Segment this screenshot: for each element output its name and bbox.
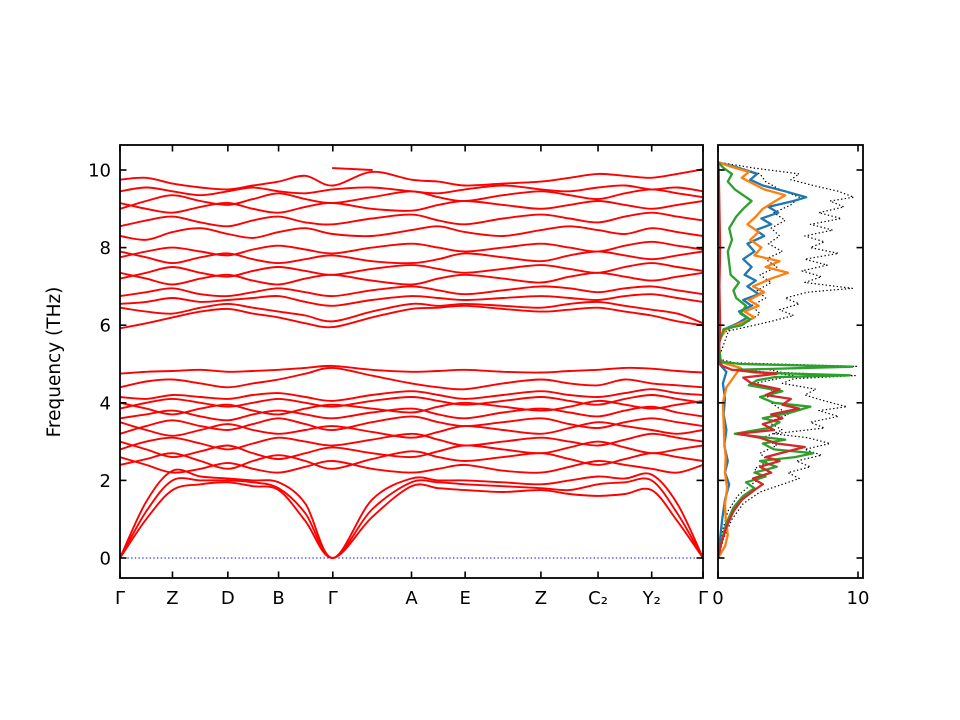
dos-blue: [718, 161, 808, 559]
band-line: [120, 211, 703, 228]
y-tick-label: 2: [100, 471, 111, 492]
dos-panel-frame: [717, 144, 864, 579]
dos-orange: [718, 161, 790, 559]
x-tick-label: Z: [166, 588, 178, 609]
dos-x-tick-label: 10: [847, 588, 870, 609]
dos-dotted-inner: [718, 161, 800, 559]
x-tick-label: Z: [535, 588, 547, 609]
band-line: [120, 168, 703, 191]
band-line: [120, 405, 703, 422]
band-line: [120, 250, 703, 265]
band-line: [120, 481, 703, 559]
x-tick-label: D: [221, 588, 235, 609]
y-axis-label: Frequency (THz): [44, 287, 65, 438]
band-lines-group: [120, 167, 703, 559]
band-line: [120, 300, 703, 325]
x-tick-label: Y₂: [642, 588, 661, 609]
x-tick-label: C₂: [588, 588, 608, 609]
band-line: [120, 240, 703, 259]
dos-curves-group: [718, 161, 858, 559]
y-tick-label: 0: [100, 549, 111, 570]
x-tick-label: Γ: [328, 588, 338, 609]
y-tick-label: 10: [88, 161, 111, 182]
band-line: [120, 440, 703, 461]
dos-x-tick-label: 0: [712, 588, 723, 609]
band-line: [120, 432, 703, 451]
band-line: [120, 200, 703, 214]
dos-red: [718, 162, 806, 559]
band-line: [120, 364, 703, 375]
y-tick-label: 6: [100, 316, 111, 337]
x-tick-label: A: [405, 588, 418, 609]
axes-frames-group: [119, 144, 864, 579]
band-line: [120, 285, 703, 298]
band-line: [120, 415, 703, 435]
band-line: [120, 184, 703, 197]
band-line: [120, 394, 703, 410]
y-tick-label: 8: [100, 238, 111, 259]
x-tick-label: E: [459, 588, 470, 609]
band-line: [120, 366, 703, 391]
band-line: [120, 450, 703, 470]
band-line: [120, 388, 703, 402]
band-line: [120, 271, 703, 286]
y-tick-label: 4: [100, 393, 111, 414]
x-tick-label: B: [272, 588, 284, 609]
band-line: [120, 477, 703, 559]
band-line: [120, 304, 703, 330]
band-line: [120, 262, 703, 280]
band-line: [120, 225, 703, 241]
x-tick-label: Γ: [115, 588, 125, 609]
dos-dotted-total: [718, 161, 858, 559]
band-line: [120, 293, 703, 307]
band-line: [331, 167, 373, 171]
x-tick-label: Γ: [698, 588, 708, 609]
band-line: [120, 468, 703, 559]
band-line: [120, 456, 703, 474]
band-line: [120, 399, 703, 416]
axis-ticks-group: [119, 145, 863, 578]
dos-green: [718, 161, 854, 559]
